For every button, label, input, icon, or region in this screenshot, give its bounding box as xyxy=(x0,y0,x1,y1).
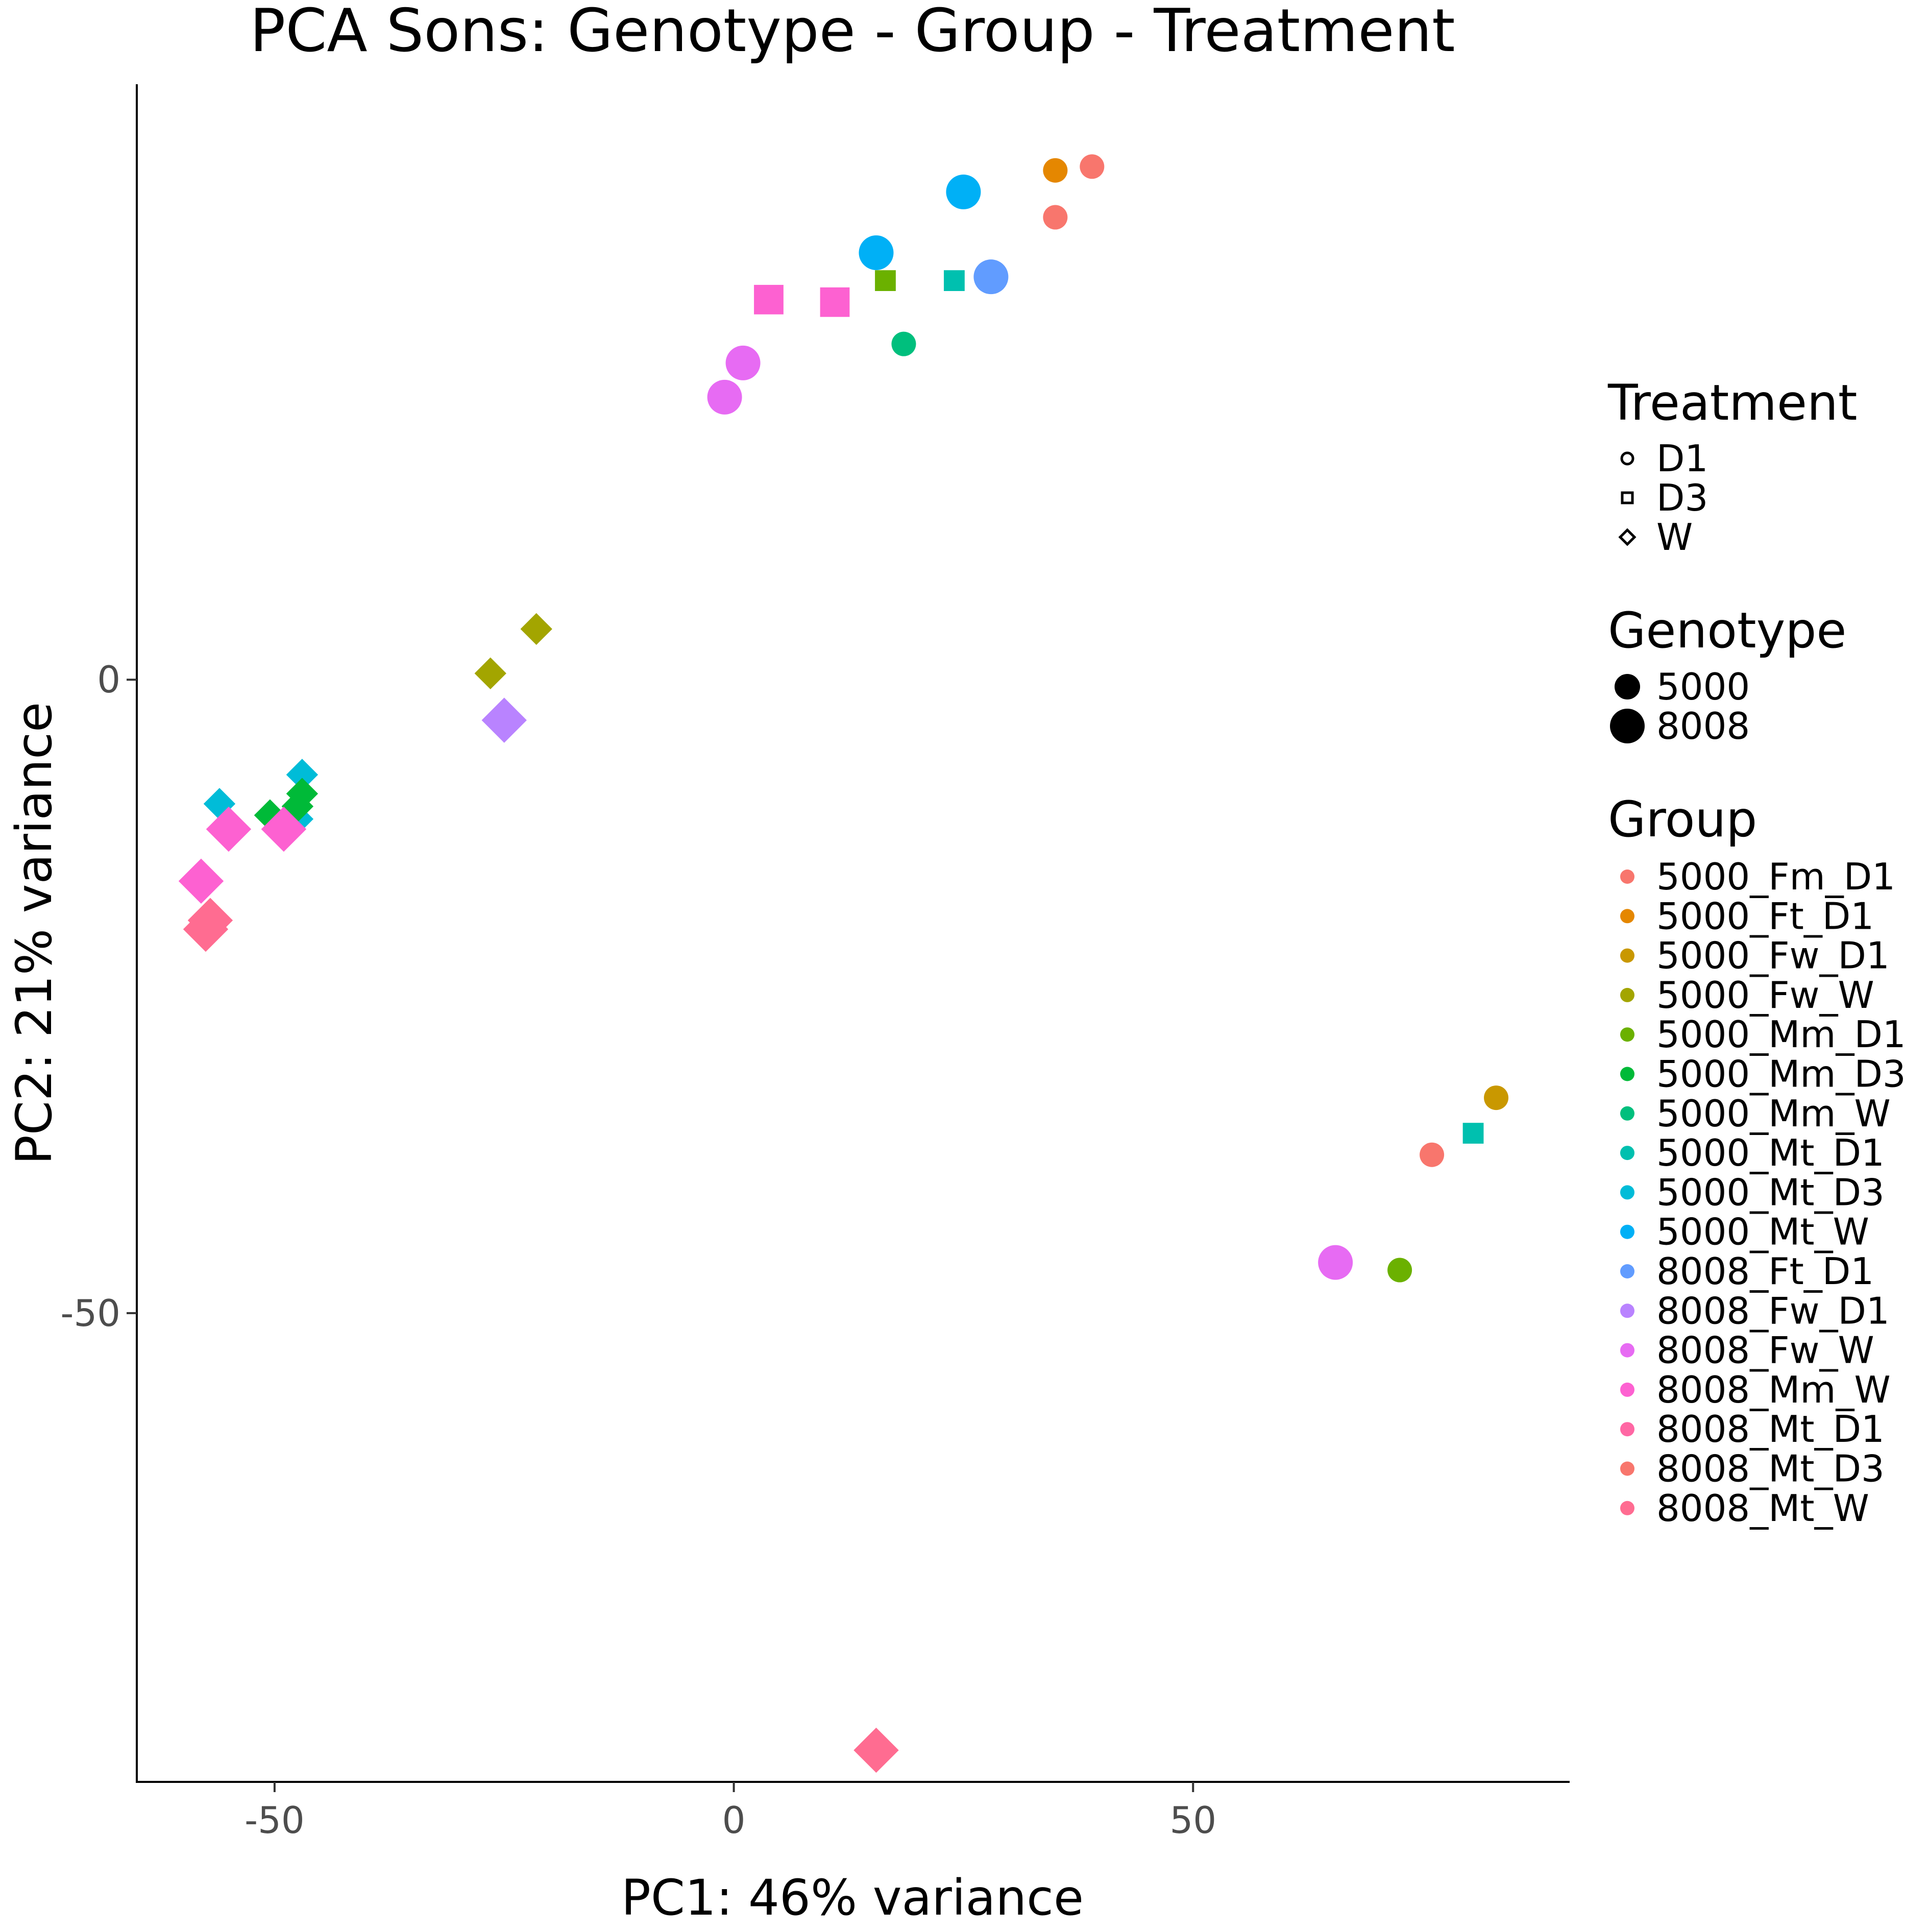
data-point xyxy=(1043,158,1068,183)
data-point xyxy=(178,858,224,904)
legend-label-group: 5000_Mt_D1 xyxy=(1656,1131,1885,1174)
legend-title-genotype: Genotype xyxy=(1608,602,1846,659)
legend-label-group: 5000_Fm_D1 xyxy=(1656,855,1895,898)
data-point xyxy=(1043,205,1068,230)
data-point xyxy=(853,1727,899,1773)
legend-key-size xyxy=(1610,709,1645,743)
x-tick-label: -50 xyxy=(245,1799,305,1842)
data-point xyxy=(1420,1142,1445,1167)
data-point xyxy=(203,788,236,820)
legend-key-color xyxy=(1620,987,1634,1002)
legend-label-group: 5000_Fw_W xyxy=(1656,974,1874,1017)
legend-key-color xyxy=(1620,1027,1634,1042)
data-point xyxy=(261,806,307,852)
data-point xyxy=(725,345,761,380)
chart-title: PCA Sons: Genotype - Group - Treatment xyxy=(250,0,1455,65)
data-point xyxy=(754,284,784,315)
x-tick-label: 0 xyxy=(722,1799,746,1842)
legend-key-color xyxy=(1620,1422,1634,1437)
data-point xyxy=(1462,1123,1484,1144)
legend-key-color xyxy=(1620,1501,1634,1515)
legend-label-group: 5000_Fw_D1 xyxy=(1656,934,1890,977)
data-point xyxy=(254,799,286,831)
legend-key-circle xyxy=(1620,451,1634,466)
x-tick-label: 50 xyxy=(1169,1799,1216,1842)
legend-key-color xyxy=(1620,1264,1634,1278)
data-point xyxy=(474,657,506,690)
legend-title-treatment: Treatment xyxy=(1607,374,1857,431)
legend-label-group: 5000_Mm_D3 xyxy=(1656,1053,1906,1096)
legend-key-color xyxy=(1620,1185,1634,1200)
data-point xyxy=(286,759,319,791)
tick-group: -50 0 50 0 -50 xyxy=(60,658,1216,1842)
legend-label-group: 8008_Fw_W xyxy=(1656,1329,1874,1372)
legend-label-treatment: D1 xyxy=(1656,437,1708,480)
data-points xyxy=(178,154,1509,1773)
data-point xyxy=(875,270,896,292)
legend-key-color xyxy=(1620,1303,1634,1318)
legend-key-color xyxy=(1620,1146,1634,1161)
data-point xyxy=(820,287,850,317)
legend-key-color xyxy=(1620,1461,1634,1476)
legend-key-color xyxy=(1620,1343,1634,1358)
data-point xyxy=(891,331,916,356)
data-point xyxy=(944,270,965,292)
data-point xyxy=(1484,1085,1509,1110)
legend-group-items: 5000_Fm_D15000_Ft_D15000_Fw_D15000_Fw_W5… xyxy=(1620,855,1906,1530)
data-point xyxy=(1080,154,1105,179)
data-point xyxy=(481,697,527,743)
legend-key-color xyxy=(1620,1382,1634,1397)
data-point xyxy=(520,613,552,645)
data-point xyxy=(859,235,894,271)
legend-label-treatment: D3 xyxy=(1656,476,1708,519)
legend-label-group: 8008_Ft_D1 xyxy=(1656,1250,1874,1293)
legend-label-group: 5000_Mm_D1 xyxy=(1656,1013,1906,1056)
legend-label-group: 8008_Mt_D1 xyxy=(1656,1408,1885,1451)
data-point xyxy=(973,259,1009,295)
legend-label-genotype: 5000 xyxy=(1656,665,1750,708)
legend-key-size xyxy=(1615,674,1640,699)
legend-title-group: Group xyxy=(1608,791,1757,848)
data-point xyxy=(286,778,319,810)
x-axis-title: PC1: 46% variance xyxy=(621,1869,1084,1926)
legend-key-color xyxy=(1620,1106,1634,1121)
legend-label-group: 8008_Mm_W xyxy=(1656,1368,1891,1411)
legend-label-group: 5000_Ft_D1 xyxy=(1656,895,1874,937)
data-point xyxy=(206,806,252,852)
legend-label-group: 5000_Mm_W xyxy=(1656,1092,1891,1135)
data-point xyxy=(707,379,742,415)
y-tick-label: 0 xyxy=(97,658,120,701)
y-axis-title: PC2: 21% variance xyxy=(6,702,63,1165)
axes xyxy=(136,84,1570,1783)
legend-label-group: 8008_Mt_W xyxy=(1656,1487,1869,1530)
legend-key-diamond xyxy=(1618,528,1637,546)
legend-key-color xyxy=(1620,1224,1634,1239)
legend-label-group: 8008_Fw_D1 xyxy=(1656,1289,1890,1332)
legend-key-color xyxy=(1620,909,1634,924)
data-point xyxy=(946,174,981,209)
legend-label-group: 5000_Mt_W xyxy=(1656,1211,1869,1253)
legend-key-color xyxy=(1620,948,1634,963)
legend-label-genotype: 8008 xyxy=(1656,705,1750,747)
legend-label-group: 5000_Mt_D3 xyxy=(1656,1171,1885,1214)
data-point xyxy=(183,906,229,952)
legend-key-square xyxy=(1621,491,1634,504)
data-point xyxy=(1387,1258,1412,1283)
legend-label-treatment: W xyxy=(1656,516,1693,559)
legend-label-group: 8008_Mt_D3 xyxy=(1656,1447,1885,1490)
y-tick-label: -50 xyxy=(60,1292,120,1335)
legend-key-color xyxy=(1620,1067,1634,1081)
data-point xyxy=(1318,1245,1353,1280)
legend-key-color xyxy=(1620,870,1634,884)
